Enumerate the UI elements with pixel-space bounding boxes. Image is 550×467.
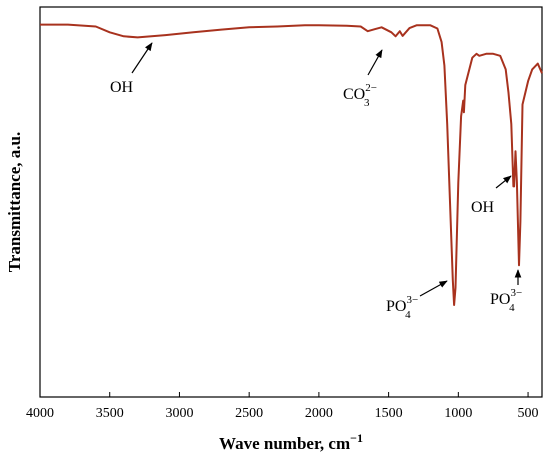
x-tick-label: 1000: [444, 406, 472, 421]
annotation-arrow: [495, 175, 512, 189]
annotation-arrow: [419, 280, 448, 297]
spectrum-line: [40, 23, 543, 306]
annotation-sup: 3−: [406, 294, 418, 306]
annotation-text: CO: [343, 86, 365, 103]
x-tick-label: 2000: [305, 406, 333, 421]
annotation: OH: [110, 79, 134, 96]
x-axis-label-sup: −1: [350, 431, 363, 445]
annotation-arrow: [131, 42, 153, 74]
x-axis-label: Wave number, cm−1: [219, 431, 363, 453]
annotation: PO3− 4: [490, 287, 522, 314]
annotation-text: PO: [386, 298, 406, 315]
annotation-arrow: [367, 49, 383, 76]
annotation-sub: 3: [364, 97, 370, 109]
annotation: PO3− 4: [386, 294, 418, 321]
x-tick-label: 3500: [96, 406, 124, 421]
annotation-text: OH: [471, 199, 495, 216]
y-axis-label: Transmittance, a.u.: [5, 132, 24, 272]
annotation: OH: [471, 199, 495, 216]
x-tick-label: 500: [518, 406, 539, 421]
x-tick-label: 3000: [165, 406, 193, 421]
plot-frame: [39, 6, 543, 398]
x-tick-label: 2500: [235, 406, 263, 421]
annotation-sup: 2−: [365, 82, 377, 94]
annotation: CO2− 3: [343, 82, 377, 109]
annotation-sub: 4: [405, 309, 411, 321]
x-tick-label: 4000: [26, 406, 54, 421]
x-axis-label-text: Wave number, cm: [219, 434, 350, 453]
annotation-sup: 3−: [510, 287, 522, 299]
x-tick-label: 1500: [375, 406, 403, 421]
annotation-sub: 4: [509, 302, 515, 314]
annotation-text: OH: [110, 79, 134, 96]
annotation-text: PO: [490, 291, 510, 308]
